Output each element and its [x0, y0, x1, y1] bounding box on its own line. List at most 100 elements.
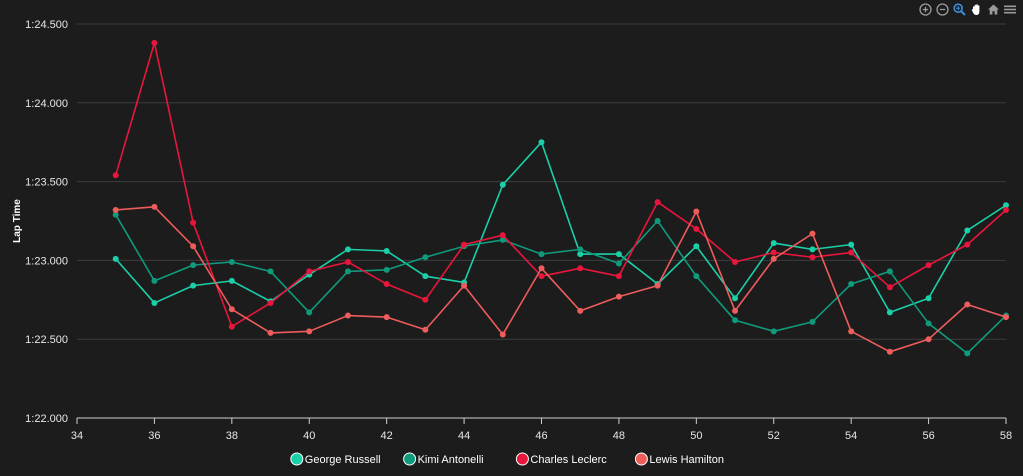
- data-point[interactable]: [964, 241, 971, 248]
- data-point[interactable]: [615, 293, 622, 300]
- data-point[interactable]: [732, 258, 739, 265]
- data-point[interactable]: [422, 296, 429, 303]
- data-point[interactable]: [538, 251, 545, 258]
- data-point[interactable]: [344, 258, 351, 265]
- data-point[interactable]: [809, 318, 816, 325]
- data-point[interactable]: [112, 206, 119, 213]
- data-point[interactable]: [306, 328, 313, 335]
- data-point[interactable]: [190, 282, 197, 289]
- data-point[interactable]: [577, 265, 584, 272]
- data-point[interactable]: [422, 273, 429, 280]
- data-point[interactable]: [383, 247, 390, 254]
- data-point[interactable]: [1003, 314, 1009, 321]
- data-point[interactable]: [190, 219, 197, 226]
- data-point[interactable]: [228, 277, 235, 284]
- data-point[interactable]: [306, 268, 313, 275]
- data-point[interactable]: [964, 301, 971, 308]
- data-point[interactable]: [770, 328, 777, 335]
- data-point[interactable]: [693, 273, 700, 280]
- data-point[interactable]: [267, 329, 274, 336]
- legend[interactable]: George Russell Kimi Antonelli Charles Lecl…: [290, 452, 724, 466]
- data-point[interactable]: [1003, 206, 1009, 213]
- data-point[interactable]: [732, 317, 739, 324]
- legend-item[interactable]: Lewis Hamilton: [634, 452, 724, 466]
- data-point[interactable]: [151, 203, 158, 210]
- data-point[interactable]: [770, 249, 777, 256]
- data-point[interactable]: [383, 281, 390, 288]
- data-point[interactable]: [344, 268, 351, 275]
- data-point[interactable]: [267, 299, 274, 306]
- data-point[interactable]: [615, 251, 622, 258]
- data-point[interactable]: [654, 282, 661, 289]
- data-point[interactable]: [538, 139, 545, 146]
- data-point[interactable]: [848, 281, 855, 288]
- data-point[interactable]: [809, 254, 816, 261]
- legend-item[interactable]: Charles Leclerc: [515, 452, 607, 466]
- data-point[interactable]: [964, 227, 971, 234]
- data-point[interactable]: [964, 350, 971, 357]
- data-point[interactable]: [538, 265, 545, 272]
- data-point[interactable]: [499, 331, 506, 338]
- menu-icon[interactable]: [1003, 2, 1017, 16]
- data-point[interactable]: [577, 307, 584, 314]
- data-point[interactable]: [151, 299, 158, 306]
- zoom-in-icon[interactable]: [918, 2, 932, 16]
- data-point[interactable]: [925, 320, 932, 327]
- data-point[interactable]: [422, 326, 429, 333]
- data-point[interactable]: [615, 260, 622, 267]
- data-point[interactable]: [228, 258, 235, 265]
- data-point[interactable]: [228, 306, 235, 313]
- data-point[interactable]: [693, 243, 700, 250]
- data-point[interactable]: [732, 295, 739, 302]
- data-point[interactable]: [770, 255, 777, 262]
- data-point[interactable]: [228, 323, 235, 330]
- data-point[interactable]: [344, 312, 351, 319]
- data-point[interactable]: [461, 282, 468, 289]
- legend-item[interactable]: George Russell: [290, 452, 381, 466]
- data-point[interactable]: [615, 273, 622, 280]
- data-point[interactable]: [654, 199, 661, 206]
- data-point[interactable]: [306, 309, 313, 316]
- data-point[interactable]: [809, 246, 816, 253]
- data-point[interactable]: [925, 295, 932, 302]
- data-point[interactable]: [577, 251, 584, 258]
- data-point[interactable]: [499, 232, 506, 239]
- data-point[interactable]: [886, 284, 893, 291]
- data-point[interactable]: [112, 255, 119, 262]
- data-point[interactable]: [925, 262, 932, 269]
- data-point[interactable]: [461, 241, 468, 248]
- pan-icon[interactable]: [969, 2, 983, 16]
- selection-zoom-icon[interactable]: [952, 2, 966, 16]
- data-point[interactable]: [499, 181, 506, 188]
- data-point[interactable]: [848, 249, 855, 256]
- data-point[interactable]: [538, 273, 545, 280]
- data-point[interactable]: [344, 246, 351, 253]
- legend-item[interactable]: Kimi Antonelli: [403, 452, 484, 466]
- data-point[interactable]: [732, 307, 739, 314]
- data-point[interactable]: [151, 39, 158, 46]
- data-point[interactable]: [190, 243, 197, 250]
- data-point[interactable]: [848, 328, 855, 335]
- home-icon[interactable]: [986, 2, 1000, 16]
- data-point[interactable]: [809, 230, 816, 237]
- data-point[interactable]: [925, 336, 932, 343]
- data-point[interactable]: [886, 309, 893, 316]
- data-point[interactable]: [151, 277, 158, 284]
- zoom-out-icon[interactable]: [935, 2, 949, 16]
- data-point[interactable]: [383, 266, 390, 273]
- data-point[interactable]: [383, 314, 390, 321]
- data-point[interactable]: [693, 208, 700, 215]
- data-point[interactable]: [1003, 202, 1009, 209]
- data-point[interactable]: [267, 268, 274, 275]
- data-point[interactable]: [190, 262, 197, 269]
- data-point[interactable]: [770, 240, 777, 247]
- data-point[interactable]: [848, 241, 855, 248]
- data-point[interactable]: [422, 254, 429, 261]
- data-point[interactable]: [654, 218, 661, 224]
- data-point[interactable]: [112, 211, 119, 218]
- data-point[interactable]: [886, 268, 893, 275]
- data-point[interactable]: [577, 246, 584, 253]
- data-point[interactable]: [112, 172, 119, 179]
- data-point[interactable]: [693, 225, 700, 232]
- data-point[interactable]: [886, 348, 893, 355]
